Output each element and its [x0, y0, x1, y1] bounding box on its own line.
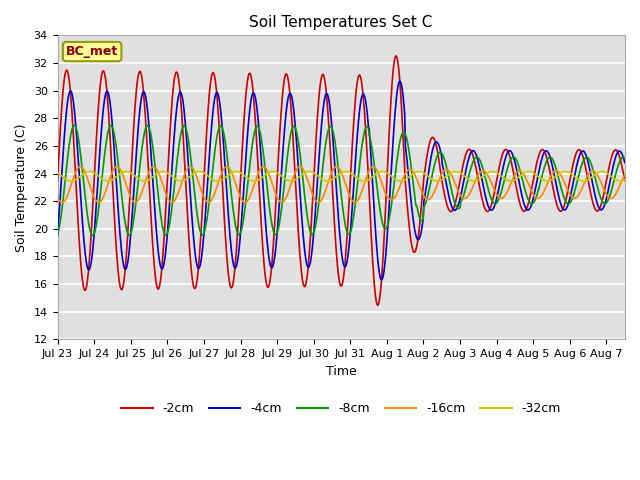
Text: BC_met: BC_met — [66, 45, 118, 58]
Legend: -2cm, -4cm, -8cm, -16cm, -32cm: -2cm, -4cm, -8cm, -16cm, -32cm — [116, 397, 566, 420]
Title: Soil Temperatures Set C: Soil Temperatures Set C — [250, 15, 433, 30]
X-axis label: Time: Time — [326, 365, 356, 378]
Y-axis label: Soil Temperature (C): Soil Temperature (C) — [15, 123, 28, 252]
